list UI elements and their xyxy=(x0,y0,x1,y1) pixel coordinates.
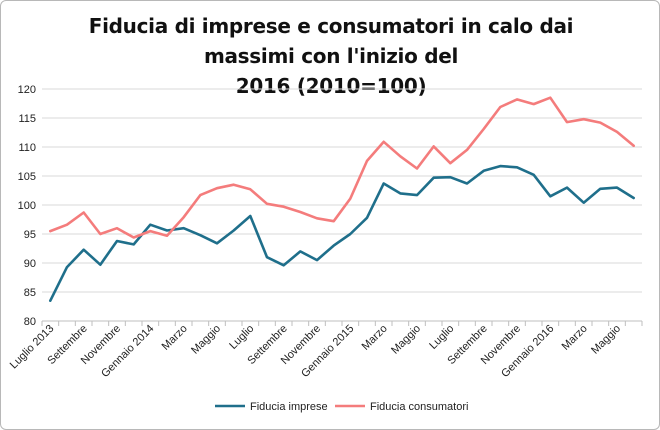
legend-item-consumatori: Fiducia consumatori xyxy=(335,401,468,413)
x-tick-label: Luglio xyxy=(227,323,256,352)
legend-label: Fiducia imprese xyxy=(250,401,328,413)
series-line-imprese xyxy=(48,164,636,303)
y-tick-label-110: 110 xyxy=(18,142,36,154)
x-tick-label: Marzo xyxy=(160,323,190,353)
chart-title: Fiducia di imprese e consumatori in calo… xyxy=(41,11,621,101)
y-tick-label-85: 85 xyxy=(24,287,36,299)
legend-item-imprese: Fiducia imprese xyxy=(215,401,328,413)
gridlines xyxy=(42,88,642,322)
legend: Fiducia imprese Fiducia consumatori xyxy=(215,401,468,413)
series-lines xyxy=(48,96,636,303)
legend-label: Fiducia consumatori xyxy=(370,401,468,413)
x-tick-label: Luglio 2013 xyxy=(8,323,57,372)
y-tick-label-120: 120 xyxy=(18,84,36,96)
y-tick-label-105: 105 xyxy=(18,171,36,183)
x-tick-label: Luglio xyxy=(427,323,456,352)
y-tick-label-95: 95 xyxy=(24,229,36,241)
y-tick-label-100: 100 xyxy=(18,200,36,212)
y-tick-label-90: 90 xyxy=(24,258,36,270)
x-tick-label: Maggio xyxy=(589,323,623,357)
y-tick-label-115: 115 xyxy=(18,113,36,125)
series-line-consumatori xyxy=(48,96,636,239)
x-tick-label: Marzo xyxy=(360,323,390,353)
chart-title-line-1: Fiducia di imprese e consumatori in calo… xyxy=(88,14,574,68)
x-tick-label: Marzo xyxy=(560,323,590,353)
x-tick-label: Maggio xyxy=(189,323,223,357)
y-tick-label-80: 80 xyxy=(24,316,36,328)
chart-title-line-2: 2016 (2010=100) xyxy=(235,74,427,98)
x-tick-label: Maggio xyxy=(389,323,423,357)
